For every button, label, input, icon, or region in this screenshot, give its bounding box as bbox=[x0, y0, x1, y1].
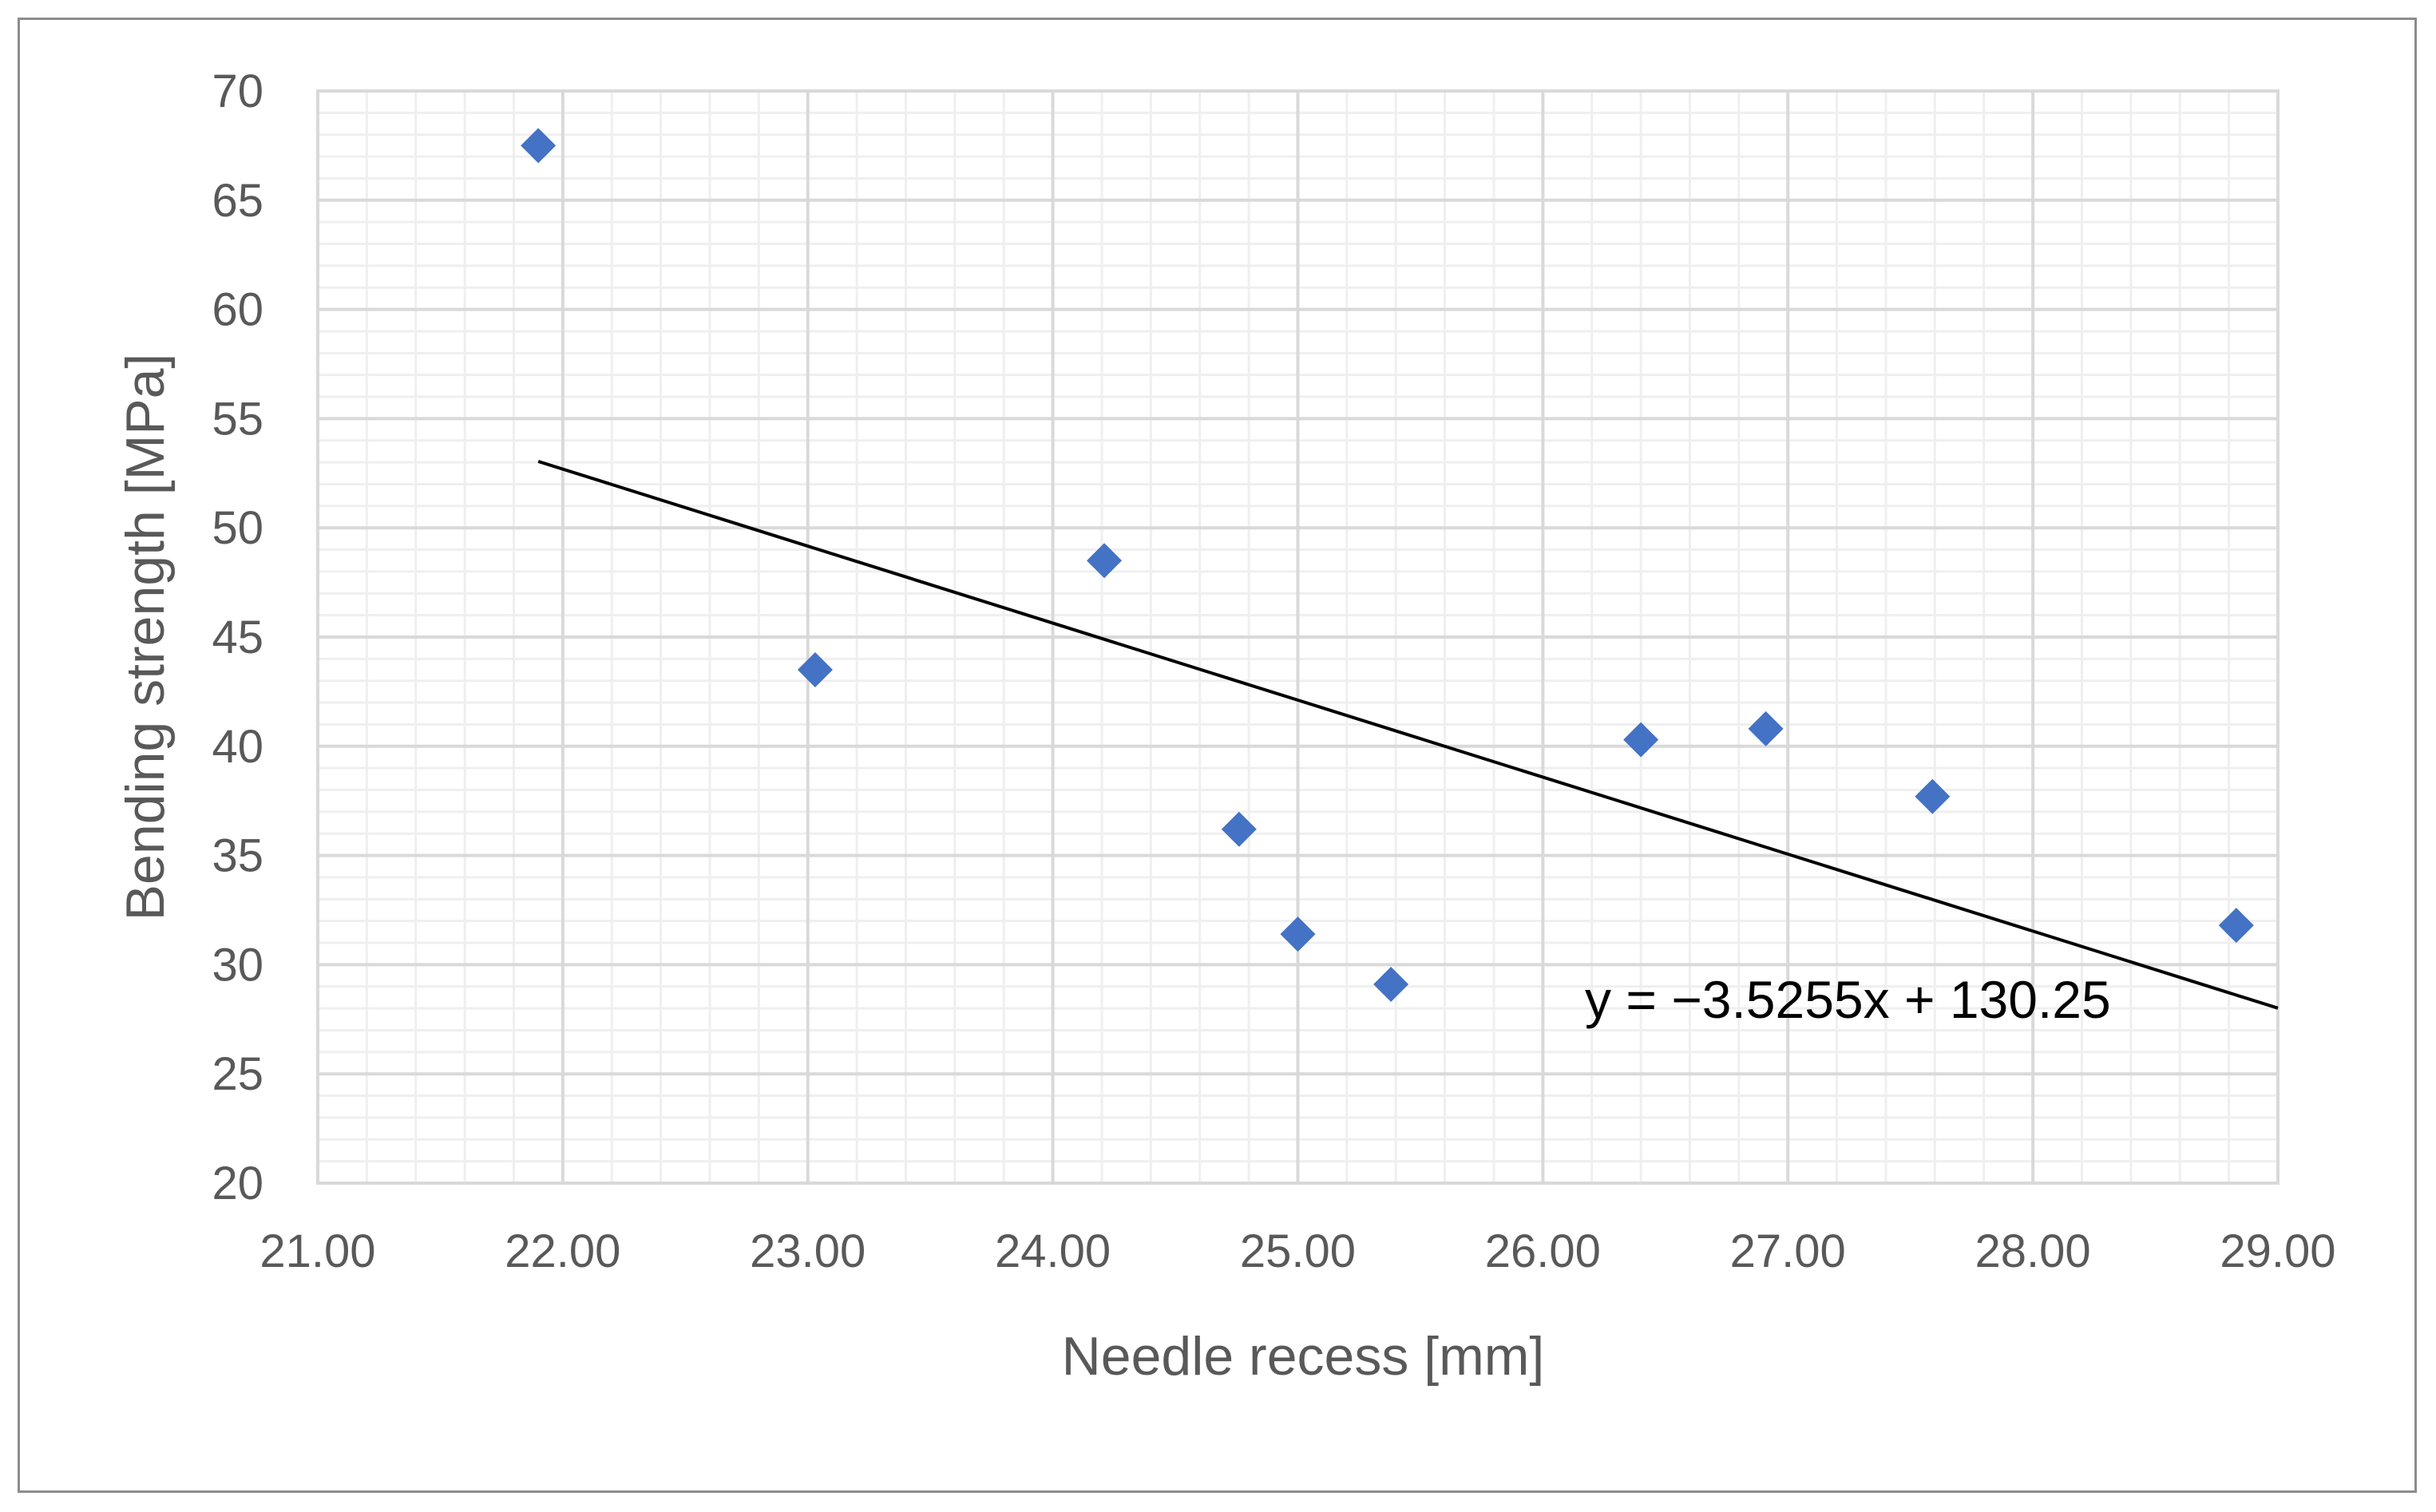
y-tick-label: 50 bbox=[212, 502, 263, 554]
y-tick-label: 30 bbox=[212, 939, 263, 991]
y-tick-label: 60 bbox=[212, 284, 263, 336]
plot-area-border bbox=[316, 89, 2280, 1185]
x-tick-label: 24.00 bbox=[995, 1225, 1111, 1277]
y-tick-label: 65 bbox=[212, 175, 263, 227]
y-tick-label: 70 bbox=[212, 65, 263, 117]
y-axis-tick-labels: 20 25 30 35 40 45 50 55 60 65 70 bbox=[212, 65, 263, 1209]
y-tick-label: 35 bbox=[212, 830, 263, 882]
data-point bbox=[1280, 916, 1316, 952]
x-tick-label: 27.00 bbox=[1730, 1225, 1846, 1277]
trendline-equation: y = −3.5255x + 130.25 bbox=[1585, 970, 2111, 1029]
x-tick-label: 29.00 bbox=[2220, 1225, 2335, 1277]
data-points bbox=[521, 128, 2254, 1003]
x-axis-title: Needle recess [mm] bbox=[1062, 1326, 1545, 1387]
y-tick-label: 20 bbox=[212, 1158, 263, 1209]
x-tick-label: 22.00 bbox=[505, 1225, 620, 1277]
x-tick-label: 21.00 bbox=[259, 1225, 375, 1277]
data-point bbox=[1915, 778, 1951, 814]
x-tick-label: 25.00 bbox=[1240, 1225, 1356, 1277]
y-tick-label: 40 bbox=[212, 721, 263, 773]
y-tick-label: 25 bbox=[212, 1048, 263, 1100]
data-point bbox=[1087, 543, 1123, 579]
x-tick-label: 26.00 bbox=[1485, 1225, 1601, 1277]
y-tick-label: 45 bbox=[212, 612, 263, 663]
data-point bbox=[1373, 967, 1409, 1003]
data-point bbox=[1221, 811, 1257, 847]
trendline bbox=[537, 460, 2279, 1010]
y-axis-title: Bending strength [MPa] bbox=[115, 354, 176, 921]
data-point bbox=[797, 652, 833, 688]
data-point bbox=[1748, 710, 1784, 746]
data-point bbox=[2218, 908, 2254, 944]
x-tick-label: 23.00 bbox=[750, 1225, 865, 1277]
x-axis-tick-labels: 21.00 22.00 23.00 24.00 25.00 26.00 27.00 28.00… bbox=[259, 1225, 2335, 1277]
data-point bbox=[521, 128, 557, 164]
chart-frame bbox=[18, 18, 2417, 1493]
x-tick-label: 28.00 bbox=[1975, 1225, 2091, 1277]
y-tick-label: 55 bbox=[212, 393, 263, 445]
data-point bbox=[1623, 722, 1659, 758]
